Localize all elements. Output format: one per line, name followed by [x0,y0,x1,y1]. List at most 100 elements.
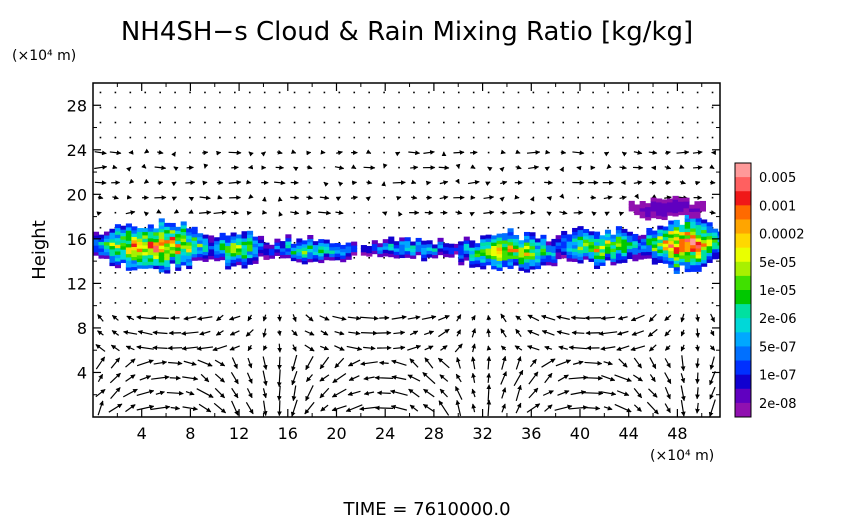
wind-dot [712,92,714,94]
wind-dot [324,287,326,289]
wind-arrow [710,400,715,417]
cloud-cell [98,235,104,239]
wind-arrow [563,167,564,168]
wind-dot [503,227,505,229]
wind-dot [548,107,550,109]
cloud-cell [610,235,616,239]
wind-dot [130,287,132,289]
wind-dot [548,227,550,229]
wind-arrow [664,197,671,198]
wind-arrow [153,348,168,349]
wind-dot [413,107,415,109]
wind-dot [398,272,400,274]
cloud-cell [443,243,449,247]
cloud-cell [280,241,286,245]
wind-dot [279,122,281,124]
wind-dot [458,122,460,124]
wind-dot [353,257,355,259]
colorbar-swatch [735,234,751,249]
cloud-cell [634,204,640,208]
cloud-cell [546,241,552,245]
wind-dot [518,122,520,124]
wind-dot [413,92,415,94]
wind-dot [115,137,117,139]
cloud-cell [629,201,635,205]
wind-dot [443,257,445,259]
wind-arrow [649,345,656,351]
wind-dot [189,92,191,94]
wind-arrow [174,197,177,198]
wind-arrow [681,345,684,351]
wind-dot [652,122,654,124]
wind-dot [353,227,355,229]
wind-dot [219,92,221,94]
wind-dot [309,107,311,109]
wind-dot [398,302,400,304]
colorbar-label: 5e-05 [759,256,797,271]
wind-arrow [453,152,464,153]
wind-arrow [422,316,436,319]
wind-dot [339,122,341,124]
wind-arrow [427,182,430,183]
wind-arrow [665,346,670,351]
wind-dot [219,137,221,139]
cloud-cell [578,226,584,230]
wind-dot [264,287,266,289]
wind-arrow [681,400,684,416]
cloud-cell [242,231,248,235]
wind-arrow [229,182,241,183]
wind-arrow [423,152,434,154]
wind-arrow [185,182,194,183]
wind-dot [667,302,669,304]
wind-dot [622,122,624,124]
wind-arrow [458,182,459,184]
wind-dot [607,227,609,229]
wind-dot [398,107,400,109]
x-tick-label: 24 [375,424,395,443]
wind-arrow [407,346,420,350]
wind-arrow [231,167,238,168]
wind-dot [548,92,550,94]
wind-dot [697,272,699,274]
wind-arrow [200,331,211,334]
wind-dot [249,272,251,274]
wind-dot [339,92,341,94]
wind-arrow [711,314,715,322]
wind-arrow [527,152,540,153]
wind-dot [115,107,117,109]
wind-dot [219,122,221,124]
wind-arrow [247,388,252,397]
wind-arrow [348,317,361,319]
wind-dot [339,107,341,109]
cloud-cell [589,231,595,235]
wind-arrow [348,360,360,366]
wind-dot [473,272,475,274]
x-tick-label: 40 [570,424,590,443]
wind-arrow [332,406,346,411]
wind-dot [697,92,699,94]
wind-dot [413,137,415,139]
wind-dot [697,137,699,139]
wind-dot [309,122,311,124]
wind-arrow [229,316,240,319]
wind-dot [130,107,132,109]
wind-dot [682,302,684,304]
wind-arrow [215,374,224,382]
cloud-cell [159,218,165,222]
wind-dot [592,122,594,124]
cloud-cell [464,237,470,241]
wind-arrow [618,317,627,319]
wind-dot [473,92,475,94]
wind-arrow [592,212,595,214]
wind-dot [189,287,191,289]
wind-dot [219,167,221,169]
cloud-cell [296,238,302,242]
wind-arrow [189,212,192,213]
cloud-cell [335,243,341,247]
wind-arrow [367,152,370,154]
x-tick-label: 8 [185,424,195,443]
wind-arrow [332,389,346,397]
wind-dot [398,287,400,289]
wind-dot [159,287,161,289]
wind-dot [383,197,385,199]
